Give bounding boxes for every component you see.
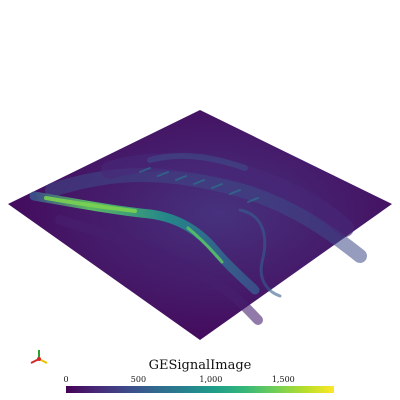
colorbar-tick-500: 500 [130, 375, 147, 384]
colorbar-tick-1000: 1,000 [199, 375, 223, 384]
anatomy-structure [45, 152, 367, 325]
colorbar[interactable] [66, 386, 334, 393]
orientation-axes-icon[interactable] [28, 348, 50, 370]
axes-origin [37, 357, 41, 361]
colorbar-tick-0: 0 [63, 375, 69, 384]
colorbar-tick-labels: 0 500 1,000 1,500 [0, 375, 400, 387]
signal-highlight [29, 191, 260, 295]
scalar-bar-title: GESignalImage [148, 358, 252, 373]
colorbar-tick-1500: 1,500 [271, 375, 295, 384]
